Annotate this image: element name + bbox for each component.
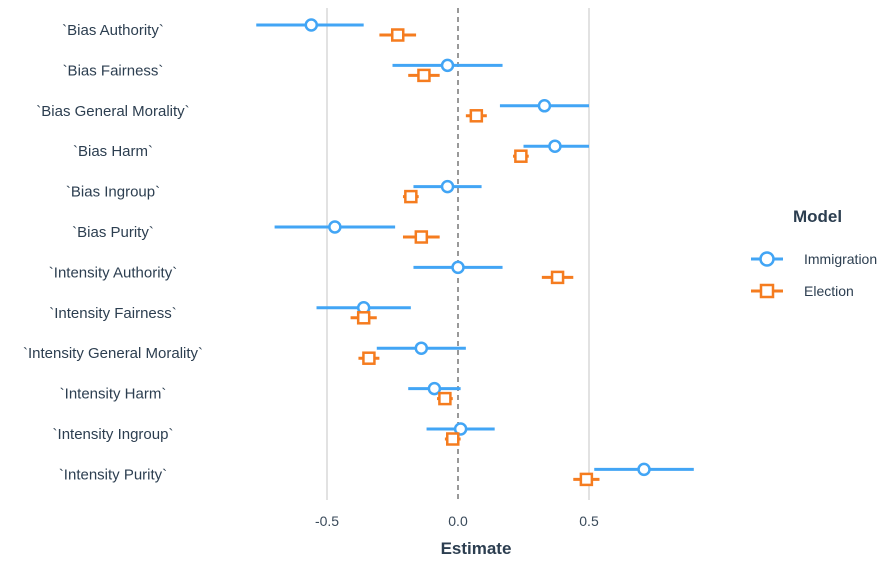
category-label: `Intensity Purity` xyxy=(59,466,167,483)
category-label: `Bias Purity` xyxy=(72,224,154,241)
category-label: `Bias Authority` xyxy=(62,22,164,39)
point-marker xyxy=(390,28,405,42)
point-marker xyxy=(414,341,429,355)
series-layer xyxy=(256,18,694,487)
point-marker xyxy=(417,68,431,83)
legend-key-marker xyxy=(759,251,775,267)
point-marker xyxy=(537,99,552,113)
category-labels: `Bias Authority` `Bias Fairness` `Bias Gen… xyxy=(23,22,203,483)
legend-item: Immigration xyxy=(751,251,877,267)
point-marker xyxy=(356,311,371,325)
point-marker xyxy=(579,472,594,487)
point-marker xyxy=(548,139,562,153)
point-marker xyxy=(304,18,319,32)
point-marker xyxy=(404,189,418,204)
point-marker xyxy=(427,381,442,396)
point-marker xyxy=(469,109,484,123)
category-label: `Intensity Ingroup` xyxy=(53,426,174,443)
point-marker xyxy=(637,462,651,477)
point-marker xyxy=(453,422,468,436)
category-label: `Bias Fairness` xyxy=(63,62,164,79)
point-marker xyxy=(438,391,452,406)
legend-title: Model xyxy=(793,207,842,226)
category-label: `Bias Harm` xyxy=(73,143,153,160)
category-label: `Intensity Harm` xyxy=(60,386,167,403)
series-immigration xyxy=(256,18,694,477)
point-marker xyxy=(328,220,342,234)
x-axis-title: Estimate xyxy=(441,539,512,558)
point-marker xyxy=(446,432,460,446)
x-tick-label: 0.5 xyxy=(579,513,599,529)
gridlines xyxy=(326,8,590,500)
point-marker xyxy=(414,230,429,244)
series-election xyxy=(350,28,600,487)
point-marker xyxy=(550,270,565,285)
x-axis-ticks: -0.5 0.0 0.5 xyxy=(315,513,599,529)
category-label: `Intensity Authority` xyxy=(49,264,177,281)
legend-label: Immigration xyxy=(804,251,877,267)
point-marker xyxy=(514,149,528,163)
point-marker xyxy=(451,260,465,275)
legend-key-marker xyxy=(759,283,775,299)
category-label: `Intensity Fairness` xyxy=(49,305,177,322)
legend-item: Election xyxy=(751,283,854,299)
category-label: `Bias Ingroup` xyxy=(66,184,160,201)
legend: Model Immigration Election xyxy=(751,207,877,299)
point-marker xyxy=(440,179,455,194)
x-tick-label: -0.5 xyxy=(315,513,339,529)
point-marker xyxy=(440,58,455,73)
category-label: `Bias General Morality` xyxy=(36,103,189,120)
x-tick-label: 0.0 xyxy=(448,513,468,529)
category-label: `Intensity General Morality` xyxy=(23,345,203,362)
point-marker xyxy=(362,351,376,365)
legend-label: Election xyxy=(804,283,854,299)
